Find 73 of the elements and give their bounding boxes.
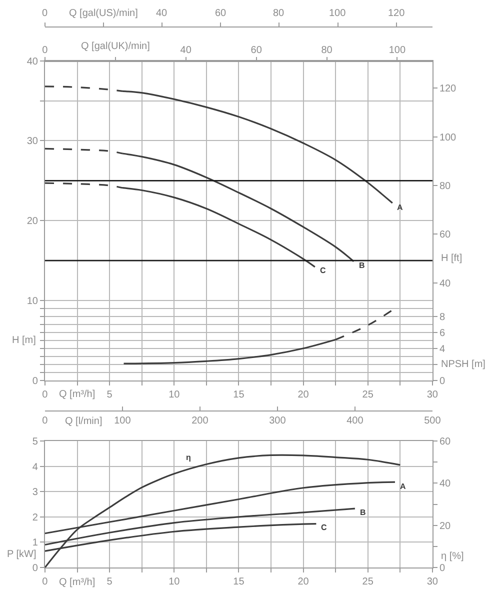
x-axis-title: Q [m³/h] — [59, 389, 96, 400]
x-tick-label: 25 — [362, 389, 374, 400]
series-label: B — [359, 261, 365, 270]
y2-axis-title: η [%] — [441, 551, 464, 562]
y2-tick-label: 40 — [439, 278, 451, 290]
y-tick-label: 10 — [26, 296, 38, 307]
x2-tick-label: 40 — [180, 44, 192, 56]
x-axis-title: Q [m³/h] — [59, 577, 96, 588]
x2-tick-label: 60 — [250, 44, 262, 56]
x-tick-label: 30 — [426, 389, 438, 400]
y2-tick-label: 40 — [439, 478, 451, 490]
y3-tick-label: 4 — [439, 344, 446, 355]
y-tick-label: 0 — [32, 563, 38, 574]
y2-axis-title: H [ft] — [441, 253, 462, 264]
x-tick-label: 15 — [233, 576, 245, 588]
y3-tick-label: 0 — [439, 376, 446, 387]
text: Q [gal(US)/min] — [69, 8, 138, 19]
y-tick-label: 3 — [32, 487, 38, 498]
x2-tick-label: 100 — [114, 416, 132, 427]
y-tick-label: 30 — [26, 136, 38, 148]
y3-tick-label: 6 — [439, 328, 446, 339]
series-label: A — [397, 203, 403, 212]
y2-tick-label: 0 — [439, 563, 446, 574]
y-axis-title: P [kW] — [7, 549, 36, 560]
x-tick-label: 10 — [168, 576, 180, 588]
x2-tick-label: 300 — [269, 416, 286, 427]
y-tick-label: 1 — [32, 538, 38, 549]
y2-tick-label: 100 — [439, 132, 457, 144]
x-tick-label: 25 — [362, 576, 374, 588]
x-tick-label: 20 — [298, 576, 310, 588]
y-tick-label: 40 — [26, 56, 38, 68]
text: 80 — [273, 8, 285, 19]
x-tick-label: 0 — [42, 576, 48, 588]
y-tick-label: 2 — [32, 512, 38, 524]
x-tick-label: 10 — [168, 389, 180, 400]
text: 60 — [215, 8, 227, 19]
x-tick-label: 30 — [426, 576, 438, 588]
text: 120 — [388, 8, 406, 19]
y2-tick-label: 60 — [439, 436, 451, 448]
series-label: C — [321, 523, 327, 532]
text: 100 — [329, 8, 346, 19]
x2-tick-label: 100 — [388, 44, 406, 56]
y2-tick-label: 60 — [439, 230, 451, 241]
y3-axis-title: NPSH [m] — [441, 359, 486, 370]
x2-tick-label: 80 — [321, 44, 333, 56]
series-label: B — [360, 508, 366, 517]
x-tick-label: 5 — [106, 576, 113, 588]
series-label: η — [186, 453, 191, 462]
text: 0 — [42, 8, 48, 19]
y-tick-label: 0 — [32, 376, 38, 387]
y2-tick-label: 80 — [439, 181, 451, 192]
y2-tick-label: 20 — [439, 520, 451, 532]
x2-tick-label: 0 — [42, 44, 48, 56]
x2-tick-label: 200 — [192, 416, 209, 427]
series-label: A — [400, 482, 406, 491]
y3-tick-label: 8 — [439, 312, 446, 323]
y-tick-label: 4 — [32, 462, 38, 473]
x-tick-label: 0 — [42, 389, 48, 400]
x-tick-label: 15 — [233, 389, 245, 400]
y2-tick-label: 120 — [439, 84, 457, 95]
x-tick-label: 20 — [298, 389, 310, 400]
y-tick-label: 5 — [32, 436, 38, 448]
x2-axis-title: Q [gal(UK)/min] — [81, 41, 150, 52]
y-axis-title: H [m] — [12, 335, 36, 346]
y-tick-label: 20 — [26, 216, 38, 228]
x2-tick-label: 500 — [424, 416, 442, 427]
line-series — [44, 454, 401, 568]
text: 40 — [156, 8, 168, 19]
x2-tick-label: 400 — [346, 416, 364, 427]
x2-tick-label: 0 — [42, 416, 48, 427]
x-tick-label: 5 — [106, 389, 113, 400]
series-label: C — [320, 266, 326, 275]
x2-axis-title: Q [l/min] — [65, 416, 102, 427]
